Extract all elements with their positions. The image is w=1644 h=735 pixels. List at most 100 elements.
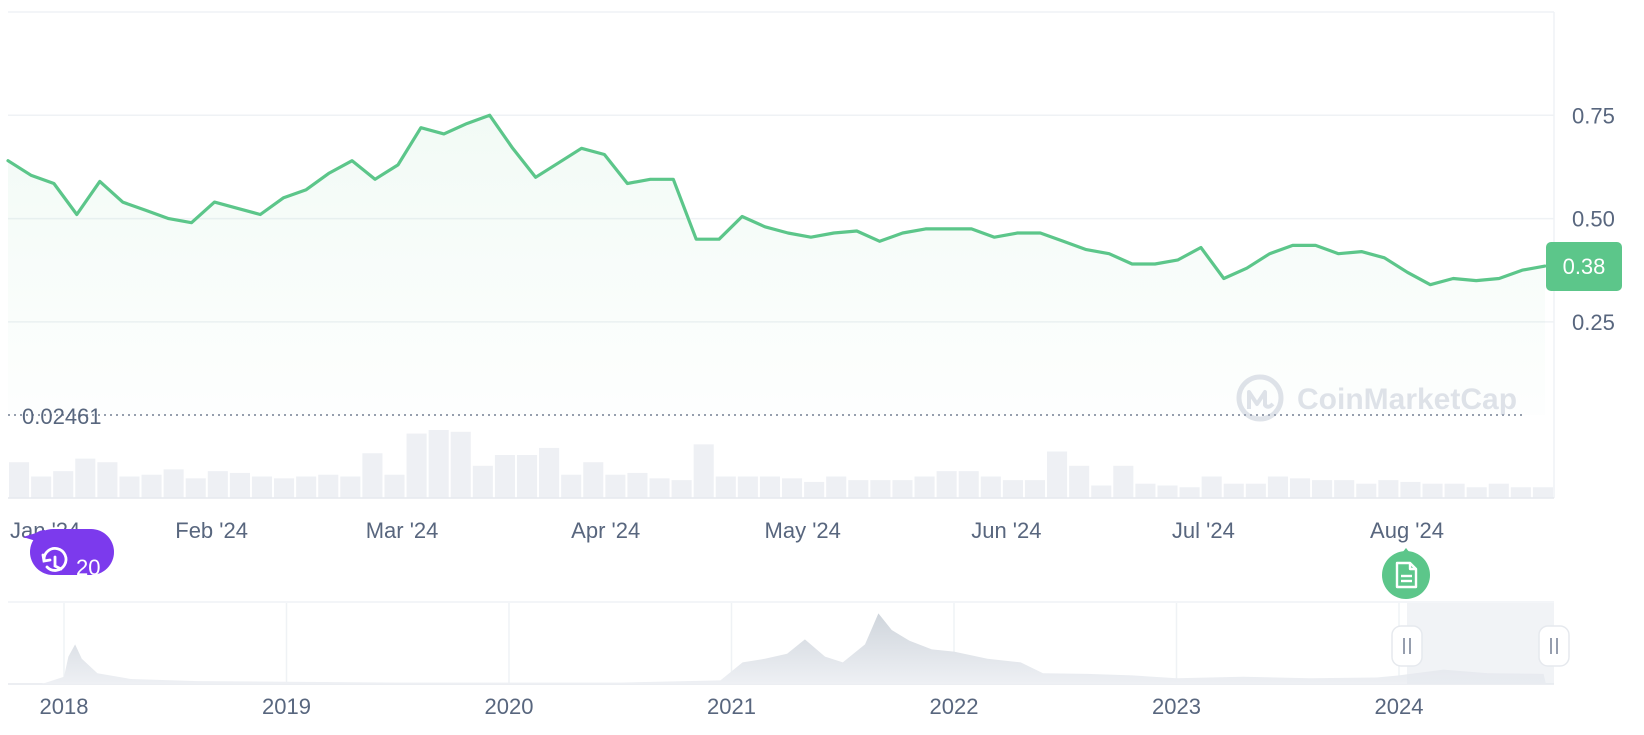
volume-bar bbox=[1201, 476, 1222, 498]
volume-bar bbox=[782, 478, 803, 498]
volume-bar bbox=[958, 471, 979, 498]
volume-bar bbox=[1113, 465, 1134, 498]
volume-bar bbox=[119, 476, 140, 498]
volume-bar bbox=[1466, 487, 1487, 498]
volume-bar bbox=[1488, 483, 1509, 498]
volume-bar bbox=[1378, 480, 1399, 498]
drag-handle-icon bbox=[1538, 625, 1570, 667]
min-price-label: 0.02461 bbox=[22, 404, 102, 429]
news-annotation-button[interactable] bbox=[1382, 548, 1430, 599]
volume-bar bbox=[1024, 480, 1046, 498]
volume-bar bbox=[1179, 487, 1200, 498]
navigator-tick-label: 2018 bbox=[40, 694, 89, 719]
price-area-fill bbox=[8, 115, 1545, 416]
volume-bar bbox=[406, 433, 427, 498]
current-price-value: 0.38 bbox=[1563, 254, 1606, 279]
volume-bar bbox=[384, 474, 405, 498]
volume-bar bbox=[362, 453, 383, 498]
volume-bar bbox=[9, 462, 30, 498]
volume-bar bbox=[826, 476, 847, 498]
volume-bar bbox=[1312, 480, 1333, 498]
volume-bar bbox=[671, 480, 692, 498]
current-price-badge: 0.38 bbox=[1546, 242, 1622, 291]
volume-bar bbox=[1444, 483, 1465, 498]
volume-bar bbox=[1422, 483, 1443, 498]
volume-bar bbox=[539, 447, 560, 498]
watermark: CoinMarketCap bbox=[1236, 374, 1517, 422]
volume-bar bbox=[141, 474, 162, 498]
navigator[interactable]: 2018 2019 2020 2021 2022 2023 2024 bbox=[8, 601, 1570, 719]
volume-bar bbox=[759, 476, 780, 498]
navigator-tick-label: 2020 bbox=[485, 694, 534, 719]
price-line bbox=[6, 113, 1547, 287]
drag-handle-icon bbox=[1391, 625, 1423, 667]
volume-bar bbox=[892, 480, 913, 498]
volume-bar bbox=[185, 478, 206, 498]
volume-bar bbox=[693, 444, 714, 498]
volume-bar bbox=[583, 462, 604, 498]
navigator-right-handle[interactable] bbox=[1538, 625, 1570, 667]
price-line-path bbox=[6, 113, 1547, 287]
volume-bar bbox=[1223, 483, 1244, 498]
volume-bar bbox=[649, 478, 670, 498]
x-tick-label: Mar '24 bbox=[366, 518, 439, 543]
navigator-tick-label: 2019 bbox=[262, 694, 311, 719]
volume-bar bbox=[472, 465, 493, 498]
volume-bar bbox=[1532, 487, 1553, 498]
volume-bar bbox=[494, 455, 515, 498]
y-tick-label: 0.50 bbox=[1572, 207, 1615, 232]
volume-bar bbox=[561, 474, 582, 498]
volume-bar bbox=[980, 476, 1001, 498]
volume-bar bbox=[318, 474, 339, 498]
volume-bar bbox=[914, 476, 935, 498]
volume-bar bbox=[75, 458, 96, 498]
volume-bar bbox=[428, 430, 449, 498]
volume-bar bbox=[1135, 483, 1156, 498]
x-tick-label: Aug '24 bbox=[1370, 518, 1444, 543]
volume-bar bbox=[715, 476, 736, 498]
volume-bar bbox=[516, 455, 538, 498]
navigator-x-ticks: 2018 2019 2020 2021 2022 2023 2024 bbox=[40, 694, 1424, 719]
volume-bar bbox=[97, 462, 118, 498]
y-tick-label: 0.75 bbox=[1572, 103, 1615, 128]
volume-bar bbox=[1157, 485, 1178, 498]
navigator-tick-label: 2023 bbox=[1152, 694, 1201, 719]
volume-bar bbox=[1289, 478, 1311, 498]
volume-bar bbox=[163, 469, 184, 498]
price-area bbox=[8, 115, 1545, 416]
history-button[interactable]: 20 bbox=[23, 529, 114, 580]
volume-bar bbox=[53, 471, 74, 498]
x-tick-label: Feb '24 bbox=[175, 518, 248, 543]
volume-bar bbox=[1510, 487, 1531, 498]
watermark-text: CoinMarketCap bbox=[1297, 383, 1517, 416]
history-clock-icon bbox=[41, 547, 68, 572]
volume-bar bbox=[804, 481, 825, 498]
navigator-selection[interactable] bbox=[1407, 603, 1554, 684]
volume-bar bbox=[450, 431, 471, 498]
y-tick-label: 0.25 bbox=[1572, 310, 1615, 335]
volume-bar bbox=[936, 471, 957, 498]
document-icon bbox=[1395, 561, 1418, 589]
volume-bar bbox=[1091, 485, 1112, 498]
volume-bar bbox=[274, 478, 295, 498]
volume-bar bbox=[229, 472, 250, 498]
volume-bar bbox=[605, 474, 626, 498]
volume-bar bbox=[1069, 465, 1090, 498]
volume-bar bbox=[207, 471, 228, 498]
x-tick-label: May '24 bbox=[765, 518, 841, 543]
volume-bar bbox=[31, 476, 52, 498]
navigator-left-handle[interactable] bbox=[1391, 625, 1423, 667]
volume-bar bbox=[627, 472, 648, 498]
volume-bar bbox=[251, 476, 273, 498]
volume-bar bbox=[1400, 481, 1421, 498]
volume-bar bbox=[1245, 483, 1266, 498]
coinmarketcap-logo-icon bbox=[1236, 374, 1284, 422]
y-axis-ticks: 0.75 0.50 0.25 bbox=[1572, 103, 1615, 335]
volume-bar bbox=[340, 476, 361, 498]
navigator-tick-label: 2024 bbox=[1375, 694, 1424, 719]
volume-bar bbox=[737, 476, 758, 498]
volume-bar bbox=[1047, 451, 1068, 498]
